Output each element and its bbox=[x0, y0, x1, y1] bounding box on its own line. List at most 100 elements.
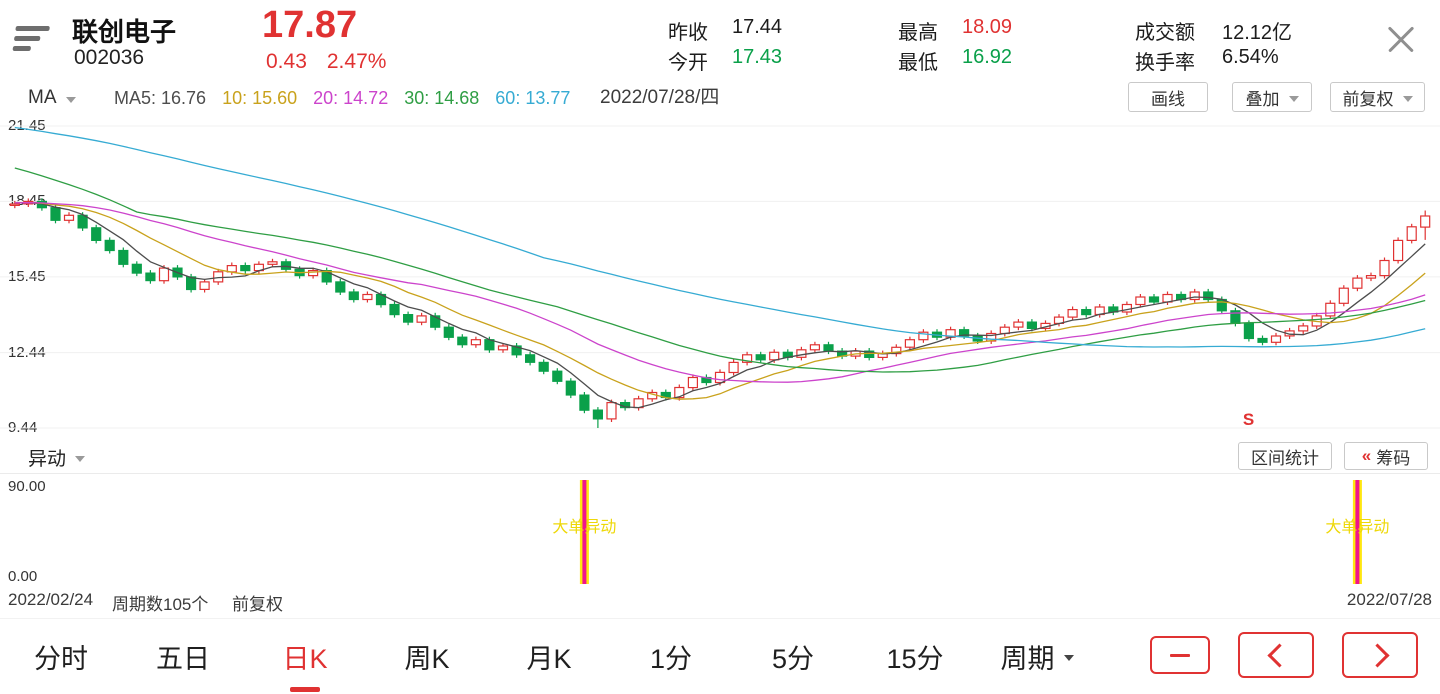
turnover-rate-value: 6.54% bbox=[1222, 46, 1279, 68]
ma-selector[interactable]: MA bbox=[28, 82, 76, 114]
ma-line-60 bbox=[14, 126, 1426, 348]
tab-15min[interactable]: 15分 bbox=[854, 619, 976, 694]
sell-marker: S bbox=[1242, 410, 1255, 429]
chips-button[interactable]: « 筹码 bbox=[1344, 442, 1428, 470]
axis-start-date: 2022/02/24 bbox=[8, 590, 94, 609]
high-value: 18.09 bbox=[962, 16, 1013, 38]
close-icon[interactable] bbox=[1384, 22, 1418, 56]
draw-line-button[interactable]: 画线 bbox=[1128, 82, 1208, 112]
header: 联创电子 002036 17.87 0.43 2.47% 昨收 17.44 今开 … bbox=[0, 0, 1440, 80]
high-label: 最高 bbox=[898, 22, 938, 44]
sub-indicator-header: 异动 区间统计 « 筹码 bbox=[0, 442, 1440, 474]
chips-label: 筹码 bbox=[1376, 448, 1411, 468]
tab-label: 日K bbox=[282, 644, 328, 674]
price-axis-label: 12.44 bbox=[8, 343, 46, 361]
price-change-row: 0.43 2.47% bbox=[266, 50, 406, 74]
tab-label: 周K bbox=[404, 644, 450, 674]
tab-monthly-k[interactable]: 月K bbox=[488, 619, 610, 694]
chevron-down-icon bbox=[65, 96, 76, 103]
sub-indicator-panel[interactable]: 大单异动 大单异动 90.00 0.00 bbox=[0, 476, 1440, 588]
ma-line-10 bbox=[14, 202, 1426, 400]
chart-nav-buttons bbox=[1150, 627, 1418, 683]
adjust-mode-button[interactable]: 前复权 bbox=[1330, 82, 1425, 112]
tab-daily-k[interactable]: 日K bbox=[244, 619, 366, 694]
price-change-percent: 2.47% bbox=[326, 50, 387, 73]
turnover-label: 成交额 bbox=[1135, 22, 1195, 44]
menu-icon[interactable] bbox=[12, 26, 54, 54]
overlay-label: 叠加 bbox=[1245, 89, 1280, 109]
tab-label: 15分 bbox=[886, 644, 944, 674]
tab-label: 月K bbox=[526, 644, 572, 674]
ma-value-60: 60: 13.77 bbox=[495, 88, 571, 108]
tab-list: 分时 五日 日K 周K 月K 1分 5分 15分 周期 bbox=[0, 619, 1098, 694]
candles bbox=[9, 198, 1431, 428]
chevron-left-icon bbox=[1266, 642, 1292, 668]
low-value: 16.92 bbox=[962, 46, 1013, 68]
indicator-toolbar: MA MA5: 16.76 10: 15.60 20: 14.72 30: 14.68… bbox=[0, 82, 1440, 114]
turnover-value: 12.12亿 bbox=[1222, 22, 1293, 44]
minus-icon bbox=[1170, 653, 1190, 657]
range-stats-label: 区间统计 bbox=[1251, 448, 1319, 468]
open-label: 今开 bbox=[668, 52, 708, 74]
range-stats-button[interactable]: 区间统计 bbox=[1238, 442, 1332, 470]
ma-value-20: 20: 14.72 bbox=[313, 88, 389, 108]
tab-timeshare[interactable]: 分时 bbox=[0, 619, 122, 694]
indicator-label: 异动 bbox=[28, 448, 67, 470]
price-axis-label: 15.45 bbox=[8, 267, 46, 285]
tab-five-day[interactable]: 五日 bbox=[122, 619, 244, 694]
price-change-value: 0.43 bbox=[266, 50, 307, 73]
low-label: 最低 bbox=[898, 52, 938, 74]
pan-right-button[interactable] bbox=[1342, 632, 1418, 678]
ma-selector-label: MA bbox=[28, 87, 57, 108]
tab-label: 分时 bbox=[34, 644, 88, 674]
indicator-selector[interactable]: 异动 bbox=[28, 442, 86, 472]
event-chart[interactable]: 大单异动 大单异动 bbox=[0, 476, 1440, 588]
axis-adjust-label: 前复权 bbox=[232, 595, 283, 614]
ma-value-5: MA5: 16.76 bbox=[114, 88, 207, 108]
ma-values-readout: MA5: 16.76 10: 15.60 20: 14.72 30: 14.68 60:… bbox=[114, 82, 586, 114]
ma-lines bbox=[14, 126, 1426, 409]
event-label: 大单异动 bbox=[552, 518, 616, 536]
grid-lines bbox=[0, 125, 1440, 429]
stock-code: 002036 bbox=[74, 46, 145, 69]
period-tab-bar: 分时 五日 日K 周K 月K 1分 5分 15分 周期 bbox=[0, 618, 1440, 694]
zoom-out-button[interactable] bbox=[1150, 636, 1210, 674]
current-price: 17.87 bbox=[262, 4, 358, 46]
event-marker: 大单异动 bbox=[1325, 480, 1389, 584]
active-tab-underline bbox=[290, 687, 320, 692]
stock-name: 联创电子 bbox=[72, 17, 177, 47]
event-marker: 大单异动 bbox=[552, 480, 616, 584]
adjust-mode-label: 前复权 bbox=[1342, 89, 1394, 109]
open-value: 17.43 bbox=[732, 46, 783, 68]
tab-weekly-k[interactable]: 周K bbox=[366, 619, 488, 694]
tab-1min[interactable]: 1分 bbox=[610, 619, 732, 694]
chevron-right-icon bbox=[1364, 642, 1390, 668]
tab-label: 周期 bbox=[1000, 644, 1055, 674]
draw-line-label: 画线 bbox=[1151, 89, 1185, 109]
chips-collapse-icon: « bbox=[1361, 446, 1372, 465]
chevron-down-icon bbox=[75, 455, 86, 462]
ma-value-30: 30: 14.68 bbox=[404, 88, 480, 108]
ma-line-20 bbox=[14, 202, 1426, 383]
chevron-down-icon bbox=[1288, 95, 1299, 102]
tab-5min[interactable]: 5分 bbox=[732, 619, 854, 694]
axis-end-date: 2022/07/28 bbox=[1346, 590, 1432, 609]
pan-left-button[interactable] bbox=[1238, 632, 1314, 678]
tab-period[interactable]: 周期 bbox=[976, 619, 1098, 694]
kline-chart[interactable] bbox=[0, 112, 1440, 442]
axis-period-count: 周期数105个 bbox=[112, 595, 209, 614]
turnover-rate-label: 换手率 bbox=[1135, 52, 1195, 74]
ma-line-30 bbox=[14, 167, 1426, 373]
crosshair-date-label: 2022/07/28/四 bbox=[600, 87, 720, 108]
chevron-down-icon bbox=[1063, 655, 1074, 661]
tab-label: 五日 bbox=[156, 644, 210, 674]
prev-close-value: 17.44 bbox=[732, 16, 783, 38]
prev-close-label: 昨收 bbox=[668, 22, 708, 44]
chevron-down-icon bbox=[1402, 95, 1413, 102]
event-label: 大单异动 bbox=[1325, 518, 1389, 536]
tab-label: 5分 bbox=[771, 644, 815, 674]
ma-value-10: 10: 15.60 bbox=[222, 88, 298, 108]
overlay-button[interactable]: 叠加 bbox=[1232, 82, 1312, 112]
